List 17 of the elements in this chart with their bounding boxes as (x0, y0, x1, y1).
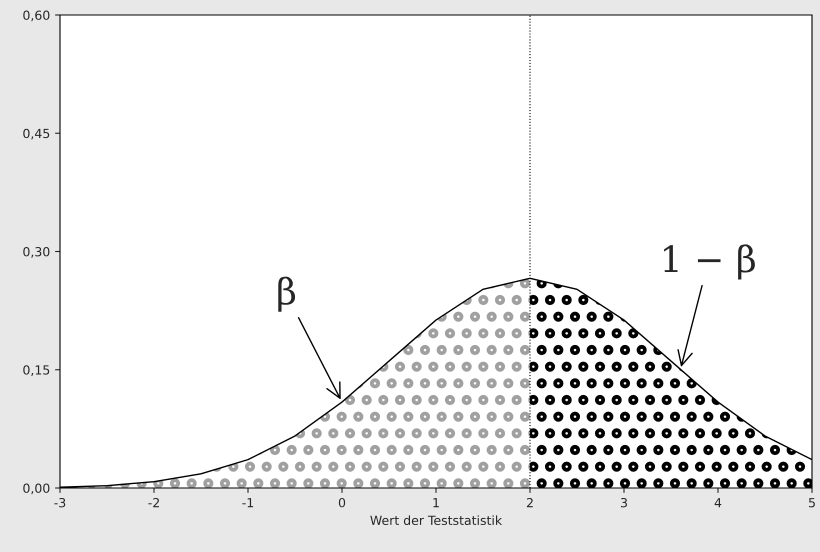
annotation: 1 − β (664, 244, 755, 280)
y-tick-label: 0,30 (23, 246, 50, 258)
annotation: β (278, 276, 296, 312)
x-axis-title: Wert der Teststatistik (370, 515, 502, 526)
x-tick-label: 3 (620, 498, 627, 508)
y-tick-label: 0,45 (23, 128, 50, 140)
x-tick-label: -1 (242, 498, 254, 508)
x-tick-label: 1 (433, 498, 439, 508)
x-tick-label: 2 (526, 498, 533, 508)
y-tick-label: 0,00 (23, 483, 50, 494)
x-tick-label: 0 (338, 498, 346, 508)
x-tick-label: 5 (808, 498, 815, 508)
x-tick-label: 4 (714, 498, 722, 508)
x-tick-label: -3 (54, 498, 66, 508)
y-tick-label: 0,15 (23, 365, 50, 376)
x-tick-label: -2 (148, 498, 159, 508)
y-tick-label: 0,60 (23, 10, 50, 22)
